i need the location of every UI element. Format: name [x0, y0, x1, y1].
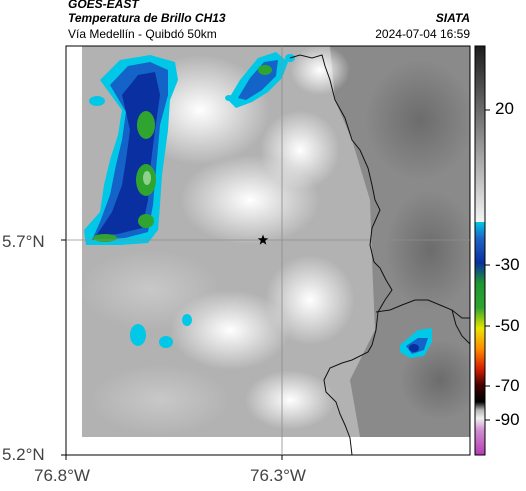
colorbar-label-minus70: -70: [495, 376, 520, 395]
boundary-lines: [289, 54, 471, 456]
imagery-area: [82, 46, 470, 437]
product-title: Temperatura de Brillo CH13: [68, 11, 226, 25]
route-subtitle: Vía Medellín - Quibdó 50km: [68, 27, 217, 41]
lat-label-top: 5.7°N: [2, 232, 45, 251]
colorbar-label-minus50: -50: [495, 316, 520, 335]
lat-label-bottom: 5.2°N: [2, 445, 45, 464]
star-icon: [257, 234, 269, 245]
colorbar-label-minus90: -90: [495, 410, 520, 429]
timestamp-label: 2024-07-04 16:59: [375, 27, 470, 41]
satellite-title: GOES-EAST: [68, 0, 139, 11]
colorbar-label-20: 20: [495, 99, 514, 118]
organization-label: SIATA: [435, 11, 470, 25]
lon-label-right: 76.3°W: [250, 466, 306, 485]
colorbar-label-minus30: -30: [495, 255, 520, 274]
temperature-colorbar: [474, 45, 490, 456]
lon-label-left: 76.8°W: [34, 466, 90, 485]
